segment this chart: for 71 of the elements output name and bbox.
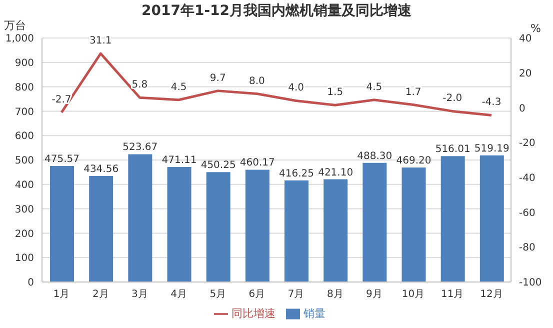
- data-label: 450.25: [200, 160, 236, 172]
- data-label: 434.56: [84, 164, 119, 175]
- y2-tick-label: -80: [519, 242, 536, 254]
- data-label: 519.19: [474, 143, 510, 154]
- x-tick-label: 7月: [288, 289, 304, 300]
- y-tick-label: 600: [14, 131, 34, 142]
- y2-axis-title: %: [530, 22, 541, 35]
- x-tick-label: 10月: [402, 289, 425, 300]
- x-tick-label: 8月: [326, 289, 344, 300]
- x-tick-label: 12月: [480, 289, 503, 300]
- y-tick-label: 500: [14, 156, 34, 167]
- bar: [402, 168, 426, 282]
- x-tick-label: 1月: [53, 289, 70, 300]
- y-tick-label: 400: [14, 180, 34, 191]
- data-label: 5.8: [132, 80, 148, 91]
- bar: [284, 180, 308, 282]
- data-label: 523.67: [122, 142, 158, 154]
- data-label: -2.0: [442, 93, 462, 104]
- y2-tick-label: -60: [519, 208, 536, 219]
- data-label: 488.30: [357, 150, 392, 162]
- bar: [50, 166, 74, 282]
- bar: [362, 162, 387, 282]
- y2-tick-label: 20: [519, 68, 532, 80]
- bar: [206, 172, 230, 282]
- y-axis-title: 万台: [4, 18, 26, 33]
- data-label: 421.10: [318, 167, 354, 178]
- x-tick-label: 4月: [170, 289, 187, 300]
- data-label: 9.7: [210, 72, 226, 84]
- y-tick-label: 900: [14, 58, 34, 69]
- y2-tick-label: 0: [519, 103, 526, 114]
- y-tick-label: 800: [14, 82, 34, 94]
- y-tick-label: 700: [14, 106, 34, 118]
- y-tick-label: 100: [14, 253, 34, 264]
- data-label: 471.11: [162, 155, 197, 166]
- data-label: 1.7: [405, 86, 422, 98]
- x-tick-label: 6月: [248, 289, 266, 300]
- data-label: 516.01: [435, 144, 470, 156]
- bar: [245, 170, 270, 282]
- bar: [167, 167, 192, 282]
- y2-tick-label: -100: [519, 278, 542, 289]
- legend-label: 同比增速: [232, 307, 276, 320]
- legend-label: 销量: [304, 307, 326, 320]
- bar: [440, 156, 465, 282]
- data-label: 416.25: [279, 168, 314, 180]
- x-tick-label: 2月: [92, 289, 109, 300]
- chart-title: 2017年1-12月我国内燃机销量及同比增速: [140, 2, 412, 20]
- bar: [89, 176, 114, 282]
- data-label: 4.0: [288, 82, 304, 94]
- x-tick-label: 9月: [366, 289, 382, 300]
- y-tick-label: 300: [14, 204, 34, 216]
- y2-tick-label: -20: [519, 138, 536, 150]
- y-tick-label: 0: [28, 278, 34, 289]
- data-label: 31.1: [89, 36, 112, 47]
- data-label: 469.20: [396, 156, 432, 167]
- x-tick-label: 11月: [441, 289, 464, 300]
- y2-tick-label: -40: [519, 172, 536, 184]
- x-tick-label: 5月: [210, 289, 226, 300]
- data-label: -4.3: [482, 97, 502, 108]
- bar: [480, 155, 504, 282]
- y-tick-label: 1,000: [5, 34, 34, 45]
- y-tick-label: 200: [14, 228, 34, 240]
- data-label: 4.5: [170, 82, 187, 93]
- data-label: 1.5: [327, 87, 344, 98]
- data-label: 475.57: [44, 154, 80, 165]
- data-label: 8.0: [249, 76, 265, 87]
- data-label: 460.17: [240, 158, 275, 169]
- data-label: 4.5: [366, 82, 382, 93]
- x-tick-label: 3月: [132, 289, 148, 300]
- bar: [128, 154, 152, 282]
- y2-tick-label: 40: [519, 34, 532, 45]
- bar: [324, 179, 348, 282]
